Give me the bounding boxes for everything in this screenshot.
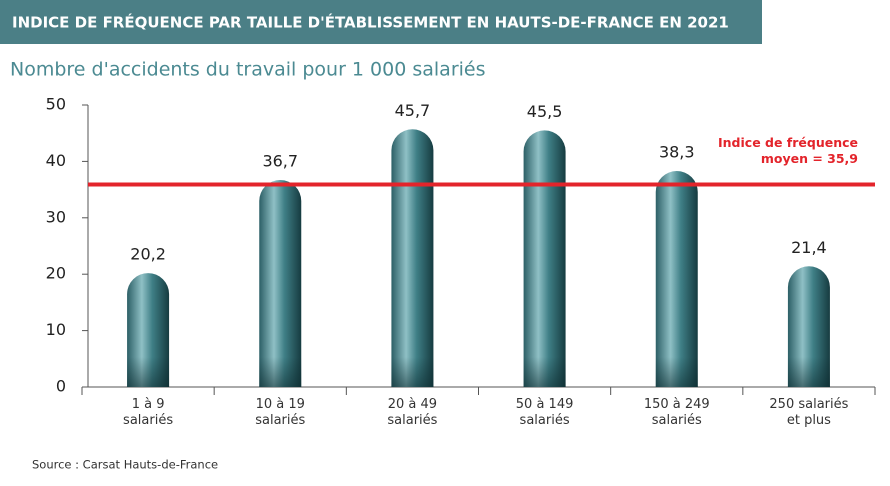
bar-base-shade (787, 357, 830, 387)
y-tick-label: 0 (56, 377, 66, 396)
y-tick-label: 30 (46, 207, 66, 226)
title-banner (0, 0, 762, 44)
x-tick-label: 50 à 149 salariés (515, 397, 574, 428)
bar-base-shade (655, 357, 698, 387)
y-tick-label: 40 (46, 151, 66, 170)
x-tick-label: 20 à 49 salariés (387, 397, 438, 428)
reference-label: Indice de fréquence moyen = 35,9 (718, 134, 858, 166)
bar-base-shade (127, 357, 170, 387)
x-tick-label: 10 à 19 salariés (255, 397, 306, 428)
data-label: 36,7 (262, 152, 298, 171)
bar (523, 130, 566, 387)
bar (787, 266, 830, 387)
bar (391, 129, 434, 387)
source: Source : Carsat Hauts-de-France (32, 458, 218, 472)
data-label: 21,4 (791, 238, 827, 257)
bar-base-shade (391, 357, 434, 387)
bar (655, 170, 698, 387)
x-tick-label: 250 salariés et plus (769, 397, 849, 428)
y-tick-label: 20 (46, 264, 66, 283)
data-label: 45,5 (527, 102, 563, 121)
bar (259, 180, 302, 387)
bar-base-shade (523, 357, 566, 387)
chart-subtitle: Nombre d'accidents du travail pour 1 000… (10, 59, 486, 81)
data-label: 20,2 (130, 245, 166, 264)
x-tick-label: 150 à 249 salariés (643, 397, 710, 428)
y-tick-label: 50 (46, 95, 66, 114)
y-tick-label: 10 (46, 320, 66, 339)
x-tick-label: 1 à 9 salariés (123, 397, 174, 428)
data-label: 45,7 (395, 101, 431, 120)
data-label: 38,3 (659, 142, 695, 161)
chart-title: INDICE DE FRÉQUENCE PAR TAILLE D'ÉTABLIS… (12, 13, 729, 32)
bar-base-shade (259, 357, 302, 387)
